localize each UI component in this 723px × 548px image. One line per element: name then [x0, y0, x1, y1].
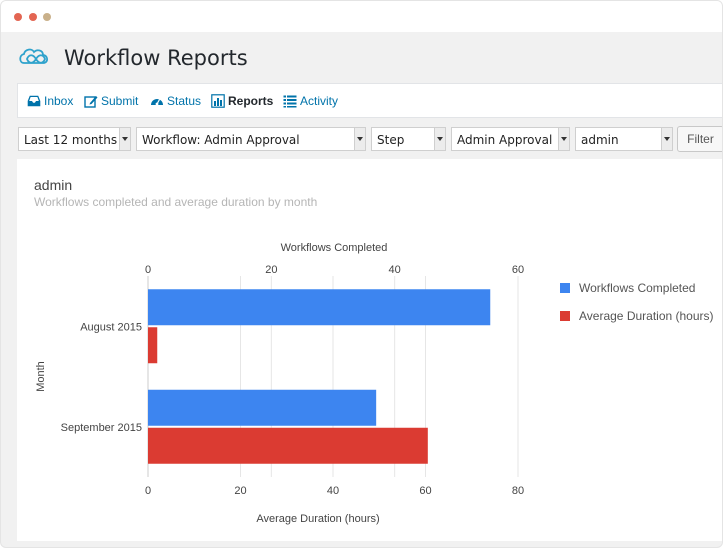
edit-icon	[84, 96, 98, 108]
report-panel: admin Workflows completed and average du…	[17, 159, 722, 541]
filter-button[interactable]: Filter	[677, 126, 722, 152]
nav-item-activity[interactable]: Activity	[283, 93, 338, 109]
close-window-button[interactable]	[14, 13, 22, 21]
list-icon	[283, 95, 297, 108]
bottom-axis-tick-label: 40	[327, 485, 339, 497]
infinity-cloud-logo	[19, 48, 49, 64]
bottom-axis-tick-label: 0	[145, 485, 151, 497]
user-select[interactable]: admin	[575, 127, 673, 151]
legend-item-duration: Average Duration (hours)	[560, 309, 714, 323]
nav-label-reports: Reports	[228, 94, 274, 108]
period-select-value: Last 12 months	[24, 133, 118, 147]
bottom-axis-title: Average Duration (hours)	[256, 513, 379, 525]
nav-label-submit: Submit	[101, 94, 139, 108]
bottom-axis-tick-label: 80	[512, 485, 524, 497]
maximize-window-button[interactable]	[43, 13, 51, 21]
inbox-icon	[27, 95, 41, 107]
nav-label-inbox: Inbox	[44, 94, 74, 108]
minimize-window-button[interactable]	[29, 13, 37, 21]
bar-duration	[148, 327, 158, 364]
step-select[interactable]: Admin Approval	[451, 127, 570, 151]
chevron-down-icon	[558, 128, 569, 150]
chevron-down-icon	[354, 128, 365, 150]
chevron-down-icon	[119, 128, 130, 150]
category-label: September 2015	[61, 422, 142, 434]
dashboard-icon	[151, 99, 163, 106]
top-axis-title: Workflows Completed	[281, 242, 388, 254]
chevron-down-icon	[434, 128, 445, 150]
nav-bar: Inbox Submit Status Reports Activity	[17, 83, 722, 118]
top-axis-tick-label: 0	[145, 264, 151, 276]
top-axis-tick-label: 40	[389, 264, 401, 276]
chevron-down-icon	[661, 128, 672, 150]
top-axis-tick-label: 20	[265, 264, 277, 276]
legend-swatch-duration	[560, 311, 570, 321]
nav-item-reports[interactable]: Reports	[211, 93, 273, 109]
legend-label-duration: Average Duration (hours)	[579, 309, 714, 323]
nav-label-status: Status	[167, 94, 202, 108]
workflow-select[interactable]: Workflow: Admin Approval	[136, 127, 366, 151]
legend-label-completed: Workflows Completed	[579, 281, 696, 295]
nav-item-submit[interactable]: Submit	[84, 93, 138, 109]
bottom-axis-tick-label: 60	[419, 485, 431, 497]
nav-item-status[interactable]: Status	[150, 93, 201, 109]
bar-chart-icon	[211, 94, 225, 108]
user-select-value: admin	[581, 133, 619, 147]
period-select[interactable]: Last 12 months	[18, 127, 131, 151]
report-title: admin	[34, 177, 73, 193]
report-subtitle: Workflows completed and average duration…	[34, 195, 318, 209]
category-label: August 2015	[80, 321, 142, 333]
bar-completed	[148, 289, 491, 326]
bar-completed	[148, 389, 377, 426]
title-bar	[1, 1, 722, 32]
step-select-value: Admin Approval	[457, 133, 553, 147]
y-axis-title: Month	[35, 361, 47, 392]
nav-label-activity: Activity	[300, 94, 339, 108]
top-axis-tick-label: 60	[512, 264, 524, 276]
bar-chart: August 2015 September 2015 0 20 40 60 0 20 40 60 8…	[35, 242, 524, 525]
step-type-select-value: Step	[377, 133, 405, 147]
page-title: Workflow Reports	[64, 46, 248, 70]
workflow-select-value: Workflow: Admin Approval	[142, 133, 300, 147]
nav-item-inbox[interactable]: Inbox	[27, 93, 73, 109]
bar-duration	[148, 427, 428, 464]
legend-item-completed: Workflows Completed	[560, 281, 695, 295]
step-type-select[interactable]: Step	[371, 127, 446, 151]
bottom-axis-tick-label: 20	[234, 485, 246, 497]
legend-swatch-completed	[560, 283, 570, 293]
